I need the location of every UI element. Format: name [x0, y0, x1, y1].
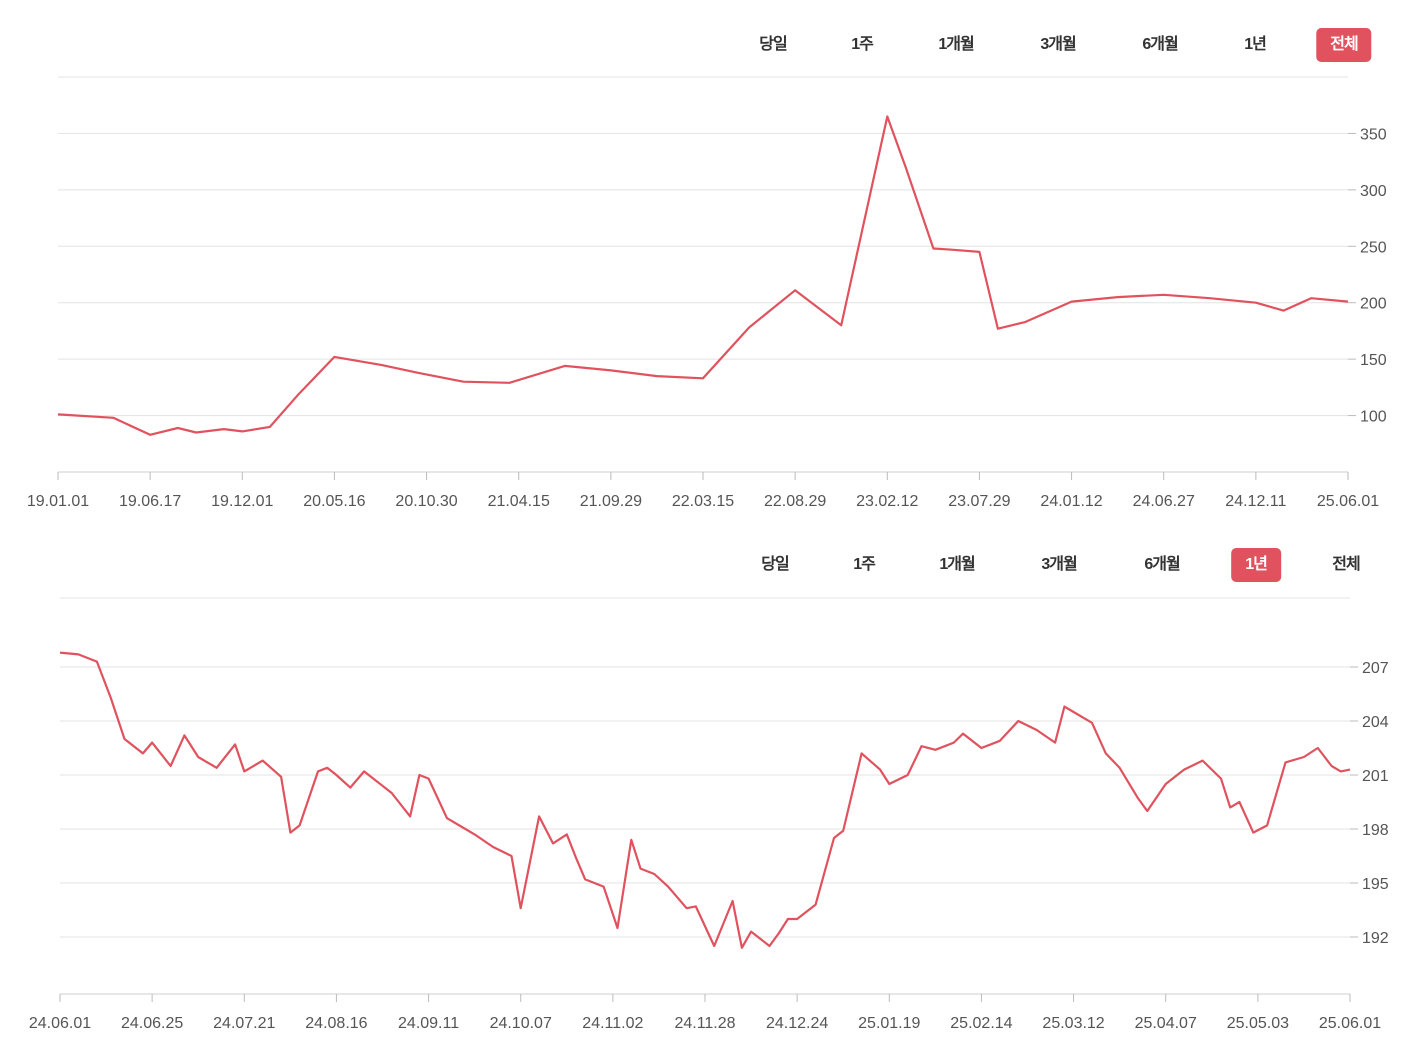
y-tick-label: 195	[1362, 876, 1389, 893]
x-tick-label: 24.11.02	[582, 1015, 643, 1032]
tab-all[interactable]: 전체	[1316, 28, 1372, 62]
tab-3-months[interactable]: 3개월	[1041, 556, 1077, 573]
price-line	[59, 651, 1351, 949]
tab-1-week[interactable]: 1주	[851, 36, 874, 53]
tab-6-months[interactable]: 6개월	[1144, 556, 1180, 573]
tab-today[interactable]: 당일	[761, 556, 789, 573]
x-tick-label: 24.10.07	[490, 1015, 552, 1032]
x-tick-label: 25.06.01	[1319, 1015, 1381, 1032]
y-tick-label: 207	[1362, 660, 1389, 677]
x-tick-label: 24.01.12	[1040, 493, 1102, 510]
price-line	[57, 115, 1349, 436]
x-tick-label: 22.08.29	[764, 493, 826, 510]
x-tick-label: 19.12.01	[211, 493, 273, 510]
x-tick-label: 21.09.29	[580, 493, 642, 510]
x-tick-label: 19.06.17	[119, 493, 181, 510]
y-tick-label: 250	[1360, 239, 1387, 256]
x-tick-label: 24.12.24	[766, 1015, 828, 1032]
x-tick-label: 24.09.11	[398, 1015, 459, 1032]
x-tick-label: 24.11.28	[674, 1015, 735, 1032]
x-tick-label: 25.04.07	[1135, 1015, 1197, 1032]
x-tick-label: 24.07.21	[213, 1015, 275, 1032]
x-tick-label: 25.03.12	[1042, 1015, 1104, 1032]
x-tick-label: 25.06.01	[1317, 493, 1379, 510]
tab-6-months[interactable]: 6개월	[1142, 36, 1178, 53]
tab-1-month[interactable]: 1개월	[939, 556, 975, 573]
x-tick-label: 24.12.11	[1225, 493, 1286, 510]
tab-all[interactable]: 전체	[1332, 556, 1360, 573]
price-chart-1-year: 192 195 198 201 204 207 24.06.01 24.06.25 24.07.…	[29, 597, 1389, 1032]
y-tick-label: 200	[1360, 296, 1387, 313]
x-tick-label: 24.06.01	[29, 1015, 91, 1032]
x-tick-label: 23.02.12	[856, 493, 918, 510]
price-chart-all: 100 150 200 250 300 350 19.01.01 19.06.17 19.12.…	[27, 76, 1387, 510]
x-tick-label: 21.04.15	[488, 493, 550, 510]
x-tick-label: 24.08.16	[305, 1015, 367, 1032]
y-tick-label: 198	[1362, 822, 1389, 839]
chart-panel-all: 당일 1주 1개월 3개월 6개월 1년 전체 100 150 200 250 300 3…	[0, 28, 1410, 510]
tab-1-year[interactable]: 1년	[1244, 36, 1267, 53]
tab-1-year[interactable]: 1년	[1231, 548, 1281, 582]
chart-panel-1-year: 당일 1주 1개월 3개월 6개월 1년 전체 192 195 198 201 204 2…	[0, 520, 1410, 1038]
x-tick-label: 24.06.25	[121, 1015, 183, 1032]
x-tick-label: 20.05.16	[303, 493, 365, 510]
y-tick-label: 100	[1360, 409, 1387, 426]
x-tick-label: 25.02.14	[950, 1015, 1012, 1032]
x-tick-label: 22.03.15	[672, 493, 734, 510]
y-tick-label: 350	[1360, 126, 1387, 143]
y-tick-label: 192	[1362, 930, 1389, 947]
tab-1-week[interactable]: 1주	[853, 556, 876, 573]
x-tick-label: 25.05.03	[1227, 1015, 1289, 1032]
x-tick-label: 24.06.27	[1133, 493, 1195, 510]
y-tick-label: 300	[1360, 183, 1387, 200]
period-tabs: 당일 1주 1개월 3개월 6개월 1년 전체	[0, 548, 1410, 582]
x-tick-label: 23.07.29	[948, 493, 1010, 510]
x-tick-label: 25.01.19	[858, 1015, 920, 1032]
y-tick-label: 150	[1360, 352, 1387, 369]
x-tick-label: 19.01.01	[27, 493, 89, 510]
tab-3-months[interactable]: 3개월	[1040, 36, 1076, 53]
tab-1-month[interactable]: 1개월	[938, 36, 974, 53]
y-tick-label: 204	[1362, 714, 1389, 731]
tab-today[interactable]: 당일	[759, 36, 787, 53]
period-tabs: 당일 1주 1개월 3개월 6개월 1년 전체	[0, 28, 1410, 62]
x-tick-label: 20.10.30	[395, 493, 457, 510]
y-tick-label: 201	[1362, 768, 1389, 785]
